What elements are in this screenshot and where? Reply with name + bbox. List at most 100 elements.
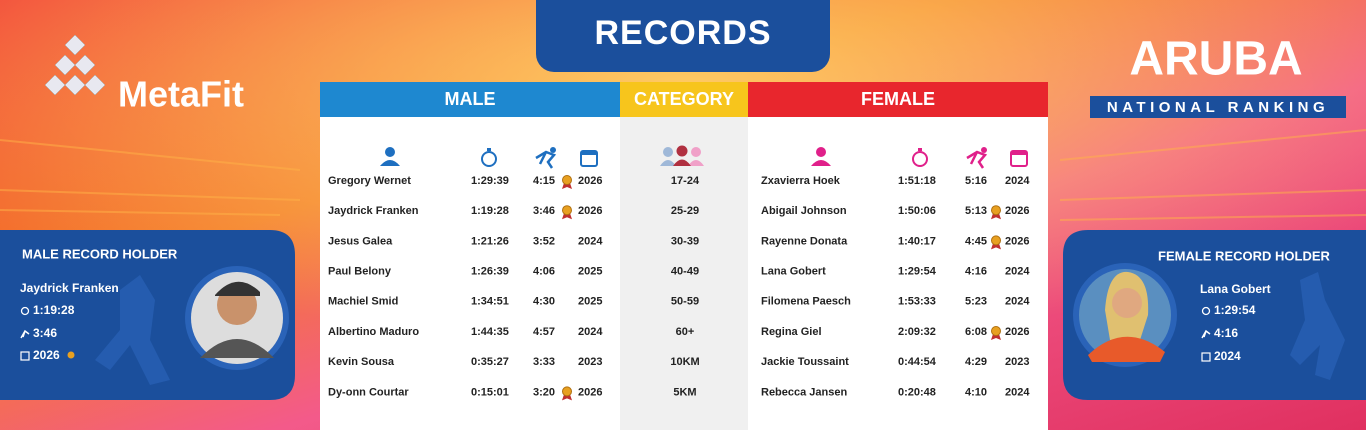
male-time: 1:19:28 — [471, 205, 509, 217]
female-time: 1:53:33 — [898, 296, 936, 308]
male-holder-name: Jaydrick Franken — [20, 281, 119, 295]
category-column — [620, 117, 748, 430]
male-time: 0:15:01 — [471, 386, 509, 398]
medal-icon — [562, 205, 572, 216]
female-pace: 4:29 — [965, 356, 987, 368]
male-name: Jaydrick Franken — [328, 205, 419, 217]
male-time: 1:21:26 — [471, 235, 509, 247]
category-label: 50-59 — [671, 296, 699, 308]
category-label: 25-29 — [671, 205, 699, 217]
female-pace: 4:10 — [965, 386, 987, 398]
stopwatch-icon — [20, 306, 30, 316]
male-icons — [380, 147, 598, 169]
female-time: 1:50:06 — [898, 205, 936, 217]
male-year: 2026 — [578, 175, 602, 187]
male-year: 2025 — [578, 296, 602, 308]
female-time: 0:44:54 — [898, 356, 937, 368]
male-pace: 4:06 — [533, 266, 555, 278]
male-year: 2025 — [578, 266, 602, 278]
male-year: 2026 — [578, 386, 602, 398]
medal-icon — [562, 386, 572, 397]
table-rows: 17-24 25-29 30-39 40-49 50-59 60+ 10KM 5KM Grego… — [328, 175, 1030, 401]
female-holder-time: 1:29:54 — [1214, 303, 1256, 317]
category-label: 10KM — [670, 356, 699, 368]
female-year: 2024 — [1005, 266, 1030, 278]
female-pace: 6:08 — [965, 326, 987, 338]
female-year: 2024 — [1005, 296, 1030, 308]
male-pace: 3:33 — [533, 356, 555, 368]
female-name: Lana Gobert — [761, 266, 826, 278]
female-time: 1:51:18 — [898, 175, 936, 187]
male-header: MALE — [445, 89, 496, 109]
title: RECORDS — [594, 14, 771, 52]
female-year: 2026 — [1005, 205, 1029, 217]
male-name: Kevin Sousa — [328, 356, 395, 368]
female-year: 2024 — [1005, 175, 1030, 187]
female-name: Regina Giel — [761, 326, 822, 338]
logo-icon — [44, 34, 106, 96]
medal-ribbon — [991, 334, 1001, 340]
male-time: 1:34:51 — [471, 296, 509, 308]
female-time: 2:09:32 — [898, 326, 936, 338]
male-name: Albertino Maduro — [328, 326, 419, 338]
stopwatch-icon — [1201, 306, 1211, 316]
female-pace: 5:23 — [965, 296, 987, 308]
female-name: Filomena Paesch — [761, 296, 851, 308]
medal-ribbon — [991, 243, 1001, 250]
runner-icon — [20, 329, 30, 339]
runner-silhouette — [1290, 272, 1345, 380]
female-pace: 4:45 — [965, 235, 987, 247]
brand-name: ARUBA — [1129, 33, 1302, 86]
male-photo-cap — [215, 281, 260, 296]
female-time: 1:40:17 — [898, 235, 936, 247]
male-pace: 3:46 — [533, 205, 555, 217]
male-pace: 4:30 — [533, 296, 555, 308]
female-year: 2023 — [1005, 356, 1029, 368]
female-holder-name: Lana Gobert — [1200, 282, 1271, 296]
male-name: Machiel Smid — [328, 296, 398, 308]
speed-lines — [0, 129, 1366, 221]
male-year: 2023 — [578, 356, 602, 368]
male-pace: 3:52 — [533, 235, 555, 247]
male-header-bg — [320, 82, 620, 117]
runner-icon — [1201, 329, 1211, 339]
category-header-bg — [620, 82, 748, 117]
male-name: Jesus Galea — [328, 235, 393, 247]
female-pace: 5:16 — [965, 175, 987, 187]
medal-ribbon — [562, 394, 572, 401]
male-holder-title: MALE RECORD HOLDER — [22, 246, 178, 261]
medal-ribbon — [991, 213, 1001, 220]
female-time: 1:29:54 — [898, 266, 937, 278]
category-label: 17-24 — [671, 175, 700, 187]
brand-subtitle: NATIONAL RANKING — [1107, 99, 1329, 116]
female-name: Rebecca Jansen — [761, 386, 847, 398]
female-header-bg — [748, 82, 1048, 117]
title-tab — [536, 0, 830, 72]
female-year: 2026 — [1005, 235, 1029, 247]
female-photo-face — [1112, 288, 1142, 318]
male-pace: 3:20 — [533, 386, 555, 398]
category-label: 40-49 — [671, 266, 699, 278]
category-label: 30-39 — [671, 235, 699, 247]
male-year: 2024 — [578, 326, 603, 338]
medal-icon — [991, 326, 1001, 336]
male-name: Gregory Wernet — [328, 175, 411, 187]
medal-icon — [991, 235, 1001, 246]
male-time: 0:35:27 — [471, 356, 509, 368]
female-holder-title: FEMALE RECORD HOLDER — [1158, 248, 1331, 263]
medal-icon — [67, 351, 75, 359]
female-name: Rayenne Donata — [761, 235, 848, 247]
male-time: 1:26:39 — [471, 266, 509, 278]
runner-silhouette — [95, 275, 170, 385]
category-icon — [660, 145, 704, 166]
male-pace: 4:57 — [533, 326, 555, 338]
category-label: 5KM — [673, 386, 696, 398]
female-name: Zxavierra Hoek — [761, 175, 841, 187]
male-time: 1:44:35 — [471, 326, 509, 338]
brand-subtitle-bg — [1090, 96, 1346, 118]
male-holder-time: 1:19:28 — [33, 303, 75, 317]
medal-icon — [991, 205, 1001, 216]
male-holder-pace: 3:46 — [33, 326, 57, 340]
female-holder-pace: 4:16 — [1214, 326, 1238, 340]
calendar-icon — [20, 351, 30, 361]
